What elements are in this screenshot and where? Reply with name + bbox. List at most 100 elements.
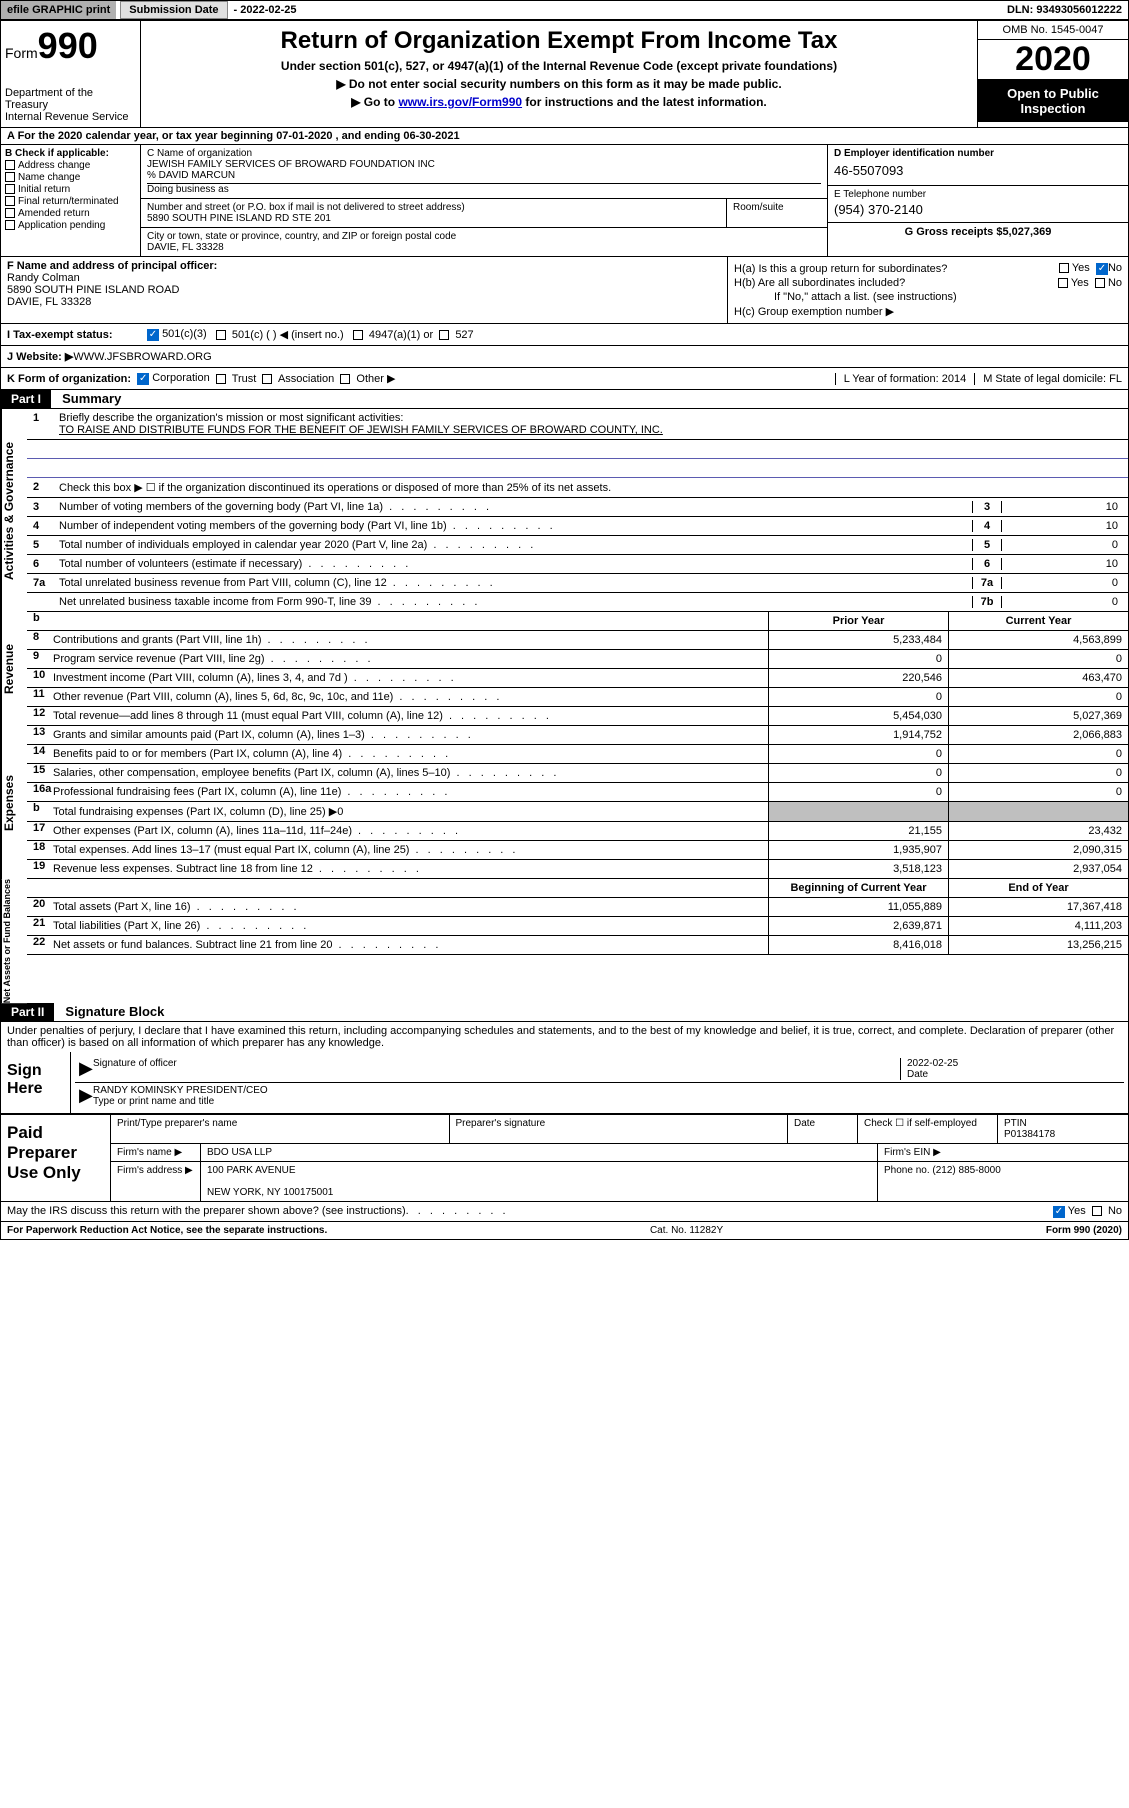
sig-name-lbl: Type or print name and title bbox=[93, 1096, 214, 1107]
sub3-pre: ▶ Go to bbox=[351, 95, 398, 109]
c-city-lbl: City or town, state or province, country… bbox=[147, 231, 821, 242]
k-label: K Form of organization: bbox=[7, 373, 131, 385]
rev-b: b bbox=[27, 612, 53, 630]
prep-h1: Print/Type preparer's name bbox=[111, 1115, 450, 1143]
blank-rule-2 bbox=[27, 459, 1128, 478]
i-501c3[interactable]: ✓ 501(c)(3) bbox=[147, 328, 207, 341]
hc-text: H(c) Group exemption number ▶ bbox=[734, 305, 894, 318]
ha-yesno: Yes ✓No bbox=[1059, 262, 1122, 275]
c-room: Room/suite bbox=[727, 199, 827, 227]
sig-officer-row: ▶ Signature of officer 2022-02-25Date bbox=[75, 1056, 1124, 1083]
chk-final[interactable]: Final return/terminated bbox=[5, 196, 136, 207]
form-number: 990 bbox=[38, 25, 98, 66]
tel-value: (954) 370-2140 bbox=[834, 200, 1122, 219]
part2-header: Part II Signature Block bbox=[1, 1003, 1128, 1022]
data-line: 16aProfessional fundraising fees (Part I… bbox=[27, 783, 1128, 802]
form-word: Form bbox=[5, 45, 38, 61]
k-other[interactable]: Other ▶ bbox=[340, 372, 395, 385]
col-d-e: D Employer identification number 46-5507… bbox=[828, 145, 1128, 256]
part2-badge: Part II bbox=[1, 1003, 54, 1021]
d-label: D Employer identification number bbox=[834, 148, 1122, 159]
gov-line: 3Number of voting members of the governi… bbox=[27, 498, 1128, 517]
gov-line: 5Total number of individuals employed in… bbox=[27, 536, 1128, 555]
sig-date-lbl: Date bbox=[907, 1069, 928, 1080]
tax-year: 2020 bbox=[978, 40, 1128, 80]
f-addr1: 5890 SOUTH PINE ISLAND ROAD bbox=[7, 284, 721, 296]
k-corp[interactable]: ✓ Corporation bbox=[137, 372, 210, 385]
part1-header: Part I Summary bbox=[1, 390, 1128, 409]
open-inspection: Open to Public Inspection bbox=[978, 80, 1128, 122]
header-mid: Return of Organization Exempt From Incom… bbox=[141, 21, 978, 127]
col-c-org: C Name of organization JEWISH FAMILY SER… bbox=[141, 145, 828, 256]
m-state: M State of legal domicile: FL bbox=[974, 373, 1122, 385]
efile-badge: efile GRAPHIC print bbox=[1, 1, 116, 19]
i-label: I Tax-exempt status: bbox=[7, 329, 147, 341]
c-street-lbl: Number and street (or P.O. box if mail i… bbox=[147, 202, 720, 213]
form-foot: Form 990 (2020) bbox=[1046, 1225, 1122, 1236]
dept-treasury: Department of the Treasury Internal Reve… bbox=[5, 87, 136, 123]
part1-badge: Part I bbox=[1, 390, 51, 408]
c-dba-lbl: Doing business as bbox=[147, 183, 821, 195]
chk-address[interactable]: Address change bbox=[5, 160, 136, 171]
omb-number: OMB No. 1545-0047 bbox=[978, 21, 1128, 40]
data-line: 15Salaries, other compensation, employee… bbox=[27, 764, 1128, 783]
g-label: G Gross receipts $ bbox=[905, 226, 1003, 238]
f-label: F Name and address of principal officer: bbox=[7, 260, 721, 272]
header-right: OMB No. 1545-0047 2020 Open to Public In… bbox=[978, 21, 1128, 127]
c-street: Number and street (or P.O. box if mail i… bbox=[141, 199, 727, 227]
c-city-block: City or town, state or province, country… bbox=[141, 228, 827, 256]
chk-amended[interactable]: Amended return bbox=[5, 208, 136, 219]
k-assoc[interactable]: Association bbox=[262, 373, 334, 385]
ha-row: H(a) Is this a group return for subordin… bbox=[734, 262, 1122, 275]
f-addr2: DAVIE, FL 33328 bbox=[7, 296, 721, 308]
side-exp: Expenses bbox=[1, 726, 27, 879]
prep-ptin: PTINP01384178 bbox=[998, 1115, 1128, 1143]
f-name: Randy Colman bbox=[7, 272, 721, 284]
col-b-checkboxes: B Check if applicable: Address change Na… bbox=[1, 145, 141, 256]
d-ein-block: D Employer identification number 46-5507… bbox=[828, 145, 1128, 186]
footer-row: For Paperwork Reduction Act Notice, see … bbox=[1, 1222, 1128, 1239]
gov-line: 6Total number of volunteers (estimate if… bbox=[27, 555, 1128, 574]
chk-initial[interactable]: Initial return bbox=[5, 184, 136, 195]
line-2: 2Check this box ▶ ☐ if the organization … bbox=[27, 478, 1128, 498]
submission-button[interactable]: Submission Date bbox=[120, 1, 227, 19]
firm-ein-lbl: Firm's EIN ▶ bbox=[878, 1144, 1128, 1161]
b-label: B Check if applicable: bbox=[5, 148, 136, 159]
chk-name[interactable]: Name change bbox=[5, 172, 136, 183]
firm-addr: 100 PARK AVENUENEW YORK, NY 100175001 bbox=[201, 1162, 878, 1201]
chk-pending[interactable]: Application pending bbox=[5, 220, 136, 231]
form990-link[interactable]: www.irs.gov/Form990 bbox=[398, 95, 522, 109]
hdr-begin: Beginning of Current Year bbox=[768, 879, 948, 897]
hc-row: H(c) Group exemption number ▶ bbox=[734, 305, 1122, 318]
pointer-icon: ▶ bbox=[79, 1085, 93, 1107]
l1-value: TO RAISE AND DISTRIBUTE FUNDS FOR THE BE… bbox=[59, 424, 663, 436]
c-care-of: % DAVID MARCUN bbox=[147, 170, 821, 181]
i-4947[interactable]: 4947(a)(1) or bbox=[353, 329, 433, 341]
data-line: 21Total liabilities (Part X, line 26)2,6… bbox=[27, 917, 1128, 936]
cat-no: Cat. No. 11282Y bbox=[650, 1225, 723, 1236]
line-1: 1Briefly describe the organization's mis… bbox=[27, 409, 1128, 440]
i-527[interactable]: 527 bbox=[439, 329, 473, 341]
side-rev: Revenue bbox=[1, 612, 27, 726]
g-value: 5,027,369 bbox=[1002, 226, 1051, 238]
submission-date: - 2022-02-25 bbox=[228, 4, 303, 16]
topbar: efile GRAPHIC print Submission Date - 20… bbox=[1, 1, 1128, 21]
block-f-h: F Name and address of principal officer:… bbox=[1, 257, 1128, 324]
row-a-taxyear: A For the 2020 calendar year, or tax yea… bbox=[1, 128, 1128, 145]
data-line: 11Other revenue (Part VIII, column (A), … bbox=[27, 688, 1128, 707]
prep-h4[interactable]: Check ☐ if self-employed bbox=[858, 1115, 998, 1143]
e-tel-block: E Telephone number (954) 370-2140 bbox=[828, 186, 1128, 223]
hb-text: H(b) Are all subordinates included? bbox=[734, 277, 1058, 289]
gov-line: Net unrelated business taxable income fr… bbox=[27, 593, 1128, 612]
sign-here-label: Sign Here bbox=[1, 1052, 71, 1113]
subtitle-2: ▶ Do not enter social security numbers o… bbox=[151, 77, 967, 91]
data-line: 8Contributions and grants (Part VIII, li… bbox=[27, 631, 1128, 650]
c-org-name: JEWISH FAMILY SERVICES OF BROWARD FOUNDA… bbox=[147, 159, 821, 170]
ha-text: H(a) Is this a group return for subordin… bbox=[734, 263, 1059, 275]
l2-text: Check this box ▶ ☐ if the organization d… bbox=[59, 481, 1122, 494]
paid-preparer-block: Paid Preparer Use Only Print/Type prepar… bbox=[1, 1114, 1128, 1202]
k-trust[interactable]: Trust bbox=[216, 373, 257, 385]
data-line: 20Total assets (Part X, line 16)11,055,8… bbox=[27, 898, 1128, 917]
i-501c[interactable]: 501(c) ( ) ◀ (insert no.) bbox=[216, 328, 344, 341]
prep-h2: Preparer's signature bbox=[450, 1115, 789, 1143]
